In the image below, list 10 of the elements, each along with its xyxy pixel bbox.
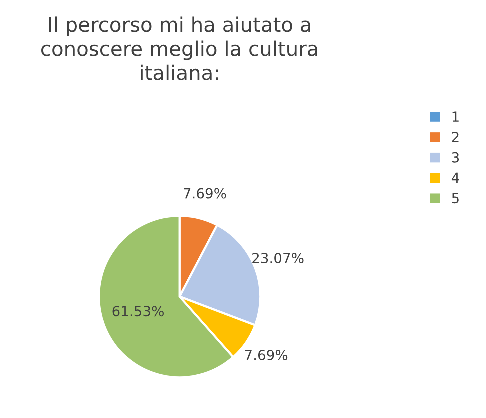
legend-label: 2 [452, 132, 459, 142]
chart-title: Il percorso mi ha aiutato a conoscere meglio la cultura italiana: [42, 16, 318, 80]
legend-label: 5 [452, 193, 459, 204]
legend-label: 1 [452, 112, 459, 122]
data-label: 23.07% [252, 253, 304, 264]
legend-label: 3 [452, 152, 460, 163]
data-label: 7.69% [245, 350, 288, 360]
legend-label: 4 [452, 172, 460, 184]
data-label: 61.53% [112, 306, 164, 317]
data-label: 7.69% [184, 188, 226, 199]
